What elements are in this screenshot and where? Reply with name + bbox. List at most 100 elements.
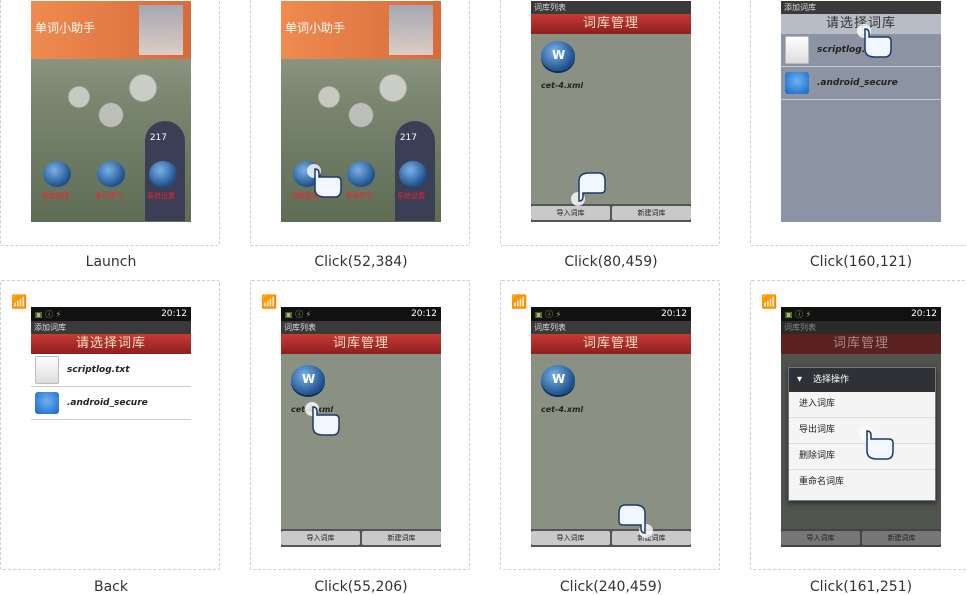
step-caption: Click(161,251) <box>809 579 913 595</box>
new-library-button[interactable]: 新建词库 <box>362 531 441 545</box>
screen-header: 请选择词库 <box>31 334 191 354</box>
big-ben-image <box>389 5 433 55</box>
step-caption: Click(52,384) <box>314 254 408 270</box>
step-caption: Click(80,459) <box>564 254 658 270</box>
study-label: 单词学习 <box>345 192 373 200</box>
status-icons: ▣ ⓘ ⚡ <box>285 309 312 319</box>
step-caption: Click(160,121) <box>809 254 913 270</box>
import-library-button[interactable]: 导入词库 <box>781 531 860 545</box>
status-icons: ▣ ⓘ ⚡ <box>785 309 812 319</box>
study-button[interactable] <box>97 161 125 187</box>
text-file-icon <box>785 36 809 64</box>
tap-hand-icon <box>307 164 342 198</box>
big-ben-image <box>139 5 183 55</box>
import-library-button[interactable]: 导入词库 <box>281 531 360 545</box>
menu-item-enter[interactable]: 进入词库 <box>789 392 935 418</box>
app-title: 单词小助手 <box>285 21 346 35</box>
screen-header: 词库管理 <box>781 334 941 354</box>
new-library-button[interactable]: 新建词库 <box>612 531 691 545</box>
counter-text: 217 <box>399 133 417 143</box>
manage-library-button[interactable] <box>43 161 71 187</box>
context-menu: 选择操作 进入词库 导出词库 删除词库 重命名词库 <box>788 367 936 501</box>
phone-screen: ▣ ⓘ ⚡ 20:12 词库列表 词库管理 选择操作 进入词库 导出词库 删除词库… <box>781 307 941 547</box>
file-name: scriptlog.txt <box>817 45 880 55</box>
step-caption: Click(240,459) <box>559 579 663 595</box>
window-title: 词库列表 <box>531 321 691 334</box>
step-card-6: 📶 ▣ ⓘ ⚡20:12 词库列表 词库管理 cet-4.xml 导入词库 新建… <box>250 280 470 595</box>
window-title: 添加词库 <box>781 1 941 14</box>
new-library-button[interactable]: 新建词库 <box>612 206 691 220</box>
counter-text: 217 <box>149 133 167 143</box>
wifi-icon: 📶 <box>261 295 278 310</box>
tap-hand-icon <box>305 402 340 436</box>
screen-header: 词库管理 <box>281 334 441 354</box>
phone-screen: 词库列表 词库管理 cet-4.xml 导入词库 新建词库 <box>531 1 691 222</box>
list-item[interactable]: .android_secure <box>31 387 191 420</box>
new-library-button[interactable]: 新建词库 <box>862 531 941 545</box>
step-card-3: 词库列表 词库管理 cet-4.xml 导入词库 新建词库 Click(80,4… <box>500 0 720 270</box>
screen-header: 请选择词库 <box>781 14 941 34</box>
phone-screen: ▣ ⓘ ⚡20:12 词库列表 词库管理 cet-4.xml 导入词库 新建词库 <box>281 307 441 547</box>
folder-icon <box>785 72 809 94</box>
status-icons: ▣ ⓘ ⚡ <box>535 309 562 319</box>
status-time: 20:12 <box>411 309 437 319</box>
study-label: 单词学习 <box>95 192 123 200</box>
manage-label: 词库管理 <box>291 192 319 200</box>
status-bar: ▣ ⓘ ⚡ 20:12 <box>281 307 441 321</box>
list-item[interactable]: scriptlog.txt <box>31 354 191 387</box>
bottom-bar: 导入词库 新建词库 <box>531 204 691 222</box>
status-bar: ▣ ⓘ ⚡ 20:12 <box>531 307 691 321</box>
settings-button[interactable] <box>149 161 177 187</box>
bottom-bar: 导入词库 新建词库 <box>281 529 441 547</box>
xml-file-icon[interactable] <box>541 41 575 71</box>
step-caption: Click(55,206) <box>314 579 408 595</box>
file-label[interactable]: cet-4.xml <box>541 405 584 414</box>
window-title: 添加词库 <box>31 321 191 334</box>
phone-screen: 单词小助手 217 词库管理 单词学习 系统设置 <box>31 1 191 222</box>
study-button[interactable] <box>347 161 375 187</box>
settings-button[interactable] <box>399 161 427 187</box>
import-library-button[interactable]: 导入词库 <box>531 206 610 220</box>
import-library-button[interactable]: 导入词库 <box>531 531 610 545</box>
xml-file-icon[interactable] <box>541 365 575 395</box>
file-label[interactable]: cet-4.xml <box>541 81 584 90</box>
step-caption: Back <box>94 579 128 595</box>
list-item[interactable]: .android_secure <box>781 67 941 100</box>
phone-screen: ▣ ⓘ ⚡ 20:12 添加词库 请选择词库 scriptlog.txt .and… <box>31 307 191 547</box>
tap-hand-icon <box>618 504 653 538</box>
text-file-icon <box>35 356 59 384</box>
step-caption: Launch <box>85 254 137 270</box>
menu-item-delete[interactable]: 删除词库 <box>789 444 935 470</box>
settings-label: 系统设置 <box>397 192 425 200</box>
bottom-bar: 导入词库 新建词库 <box>781 529 941 547</box>
step-card-4: 添加词库 请选择词库 scriptlog.txt .android_secure… <box>750 0 967 270</box>
phone-screen: 添加词库 请选择词库 scriptlog.txt .android_secure <box>781 1 941 222</box>
step-card-7: 📶 ▣ ⓘ ⚡ 20:12 词库列表 词库管理 cet-4.xml 导入词库 新建… <box>500 280 720 595</box>
phone-screen: 单词小助手 217 词库管理 单词学习 系统设置 <box>281 1 441 222</box>
status-bar: ▣ ⓘ ⚡ 20:12 <box>31 307 191 321</box>
settings-label: 系统设置 <box>147 192 175 200</box>
tap-hand-icon <box>857 24 892 58</box>
tap-hand-icon <box>571 172 606 206</box>
wifi-icon: 📶 <box>11 295 28 310</box>
menu-item-export[interactable]: 导出词库 <box>789 418 935 444</box>
xml-file-icon[interactable] <box>291 365 325 395</box>
wifi-icon: 📶 <box>511 295 528 310</box>
folder-icon <box>35 392 59 414</box>
manage-label: 词库管理 <box>41 192 69 200</box>
step-card-5: 📶 ▣ ⓘ ⚡ 20:12 添加词库 请选择词库 scriptlog.txt .a… <box>0 280 220 595</box>
status-time: 20:12 <box>161 309 187 319</box>
file-name: .android_secure <box>817 78 898 88</box>
file-name: .android_secure <box>67 398 148 408</box>
screen-header: 词库管理 <box>531 334 691 354</box>
step-card-8: 📶 ▣ ⓘ ⚡ 20:12 词库列表 词库管理 选择操作 进入词库 导出词库 删除… <box>750 280 967 595</box>
bottom-bar: 导入词库 新建词库 <box>531 529 691 547</box>
file-name: scriptlog.txt <box>67 365 130 375</box>
list-item[interactable]: scriptlog.txt <box>781 34 941 67</box>
tap-hand-icon <box>859 426 894 460</box>
phone-screen: ▣ ⓘ ⚡20:12 词库列表 词库管理 cet-4.xml 导入词库 新建词库 <box>531 307 691 547</box>
status-time: 20:12 <box>911 309 937 319</box>
status-bar: ▣ ⓘ ⚡ 20:12 <box>781 307 941 321</box>
app-title: 单词小助手 <box>35 21 96 35</box>
menu-item-rename[interactable]: 重命名词库 <box>799 477 845 487</box>
